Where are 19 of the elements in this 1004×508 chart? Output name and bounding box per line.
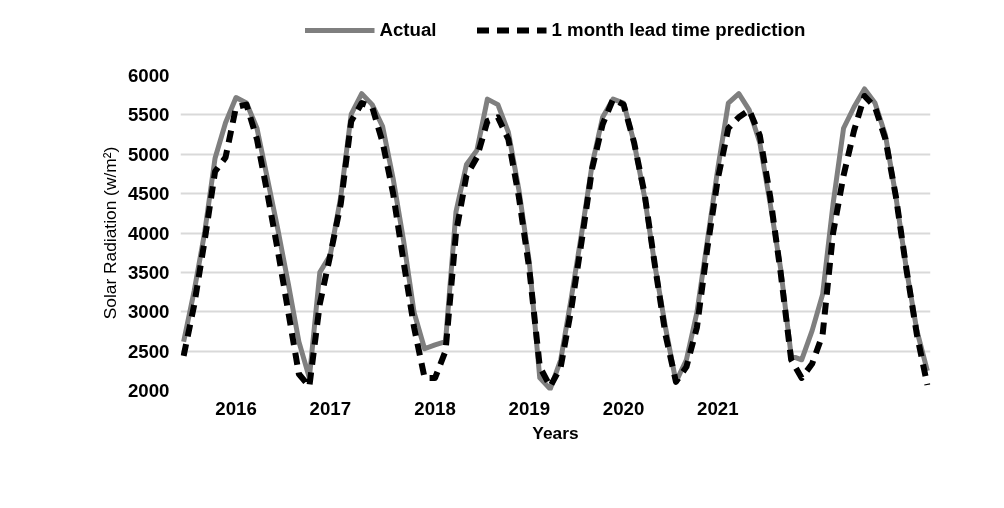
y-tick-label: 3500 [128,261,170,283]
x-tick-label: 2016 [215,397,257,419]
y-tick-label: 2500 [128,340,170,362]
legend-label: Actual [379,19,437,41]
x-tick-label: 2017 [309,397,352,419]
legend-label: 1 month lead time prediction [551,19,806,41]
y-tick-label: 5000 [128,143,170,165]
y-tick-label: 2000 [128,380,170,401]
x-tick-label: 2021 [697,397,739,419]
y-tick-label: 4500 [128,183,170,205]
y-tick-label: 5500 [128,104,170,126]
y-axis-title: Solar Radiation (w/m²) [100,146,120,320]
x-tick-label: 2018 [414,397,456,419]
y-tick-label: 3000 [128,301,170,323]
x-axis-title: Years [532,422,579,443]
y-tick-label: 4000 [128,222,170,244]
x-tick-label: 2020 [602,397,645,419]
x-tick-label: 2019 [508,397,551,419]
y-tick-label: 6000 [128,65,170,86]
